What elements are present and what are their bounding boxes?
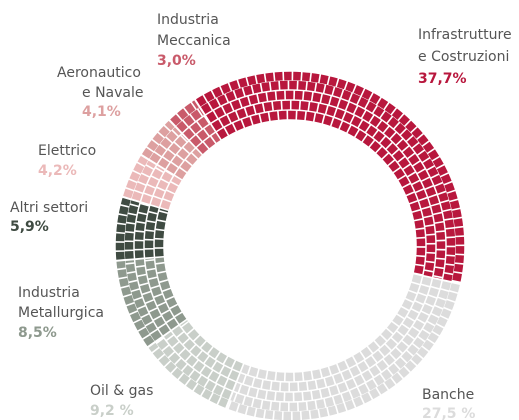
category-label: Metallurgica <box>18 305 104 321</box>
donut-segment <box>123 155 182 210</box>
segment-band <box>206 90 446 279</box>
segment-band <box>190 124 215 147</box>
segment-band <box>115 197 131 260</box>
segment-band <box>124 200 140 260</box>
donut-segment <box>170 100 221 155</box>
category-label: Aeronautico <box>57 65 141 81</box>
segment-band <box>141 165 165 204</box>
category-label: Altri settori <box>10 200 88 216</box>
segment-band <box>176 107 204 133</box>
segment-band <box>180 320 243 372</box>
donut-segment <box>116 257 187 347</box>
category-label: Elettrico <box>38 143 96 159</box>
value-label: 9,2 % <box>90 403 134 419</box>
category-label: Banche <box>422 387 474 403</box>
category-label: e Costruzioni <box>418 49 509 65</box>
segment-band <box>166 141 195 175</box>
donut-segment <box>148 320 243 408</box>
segment-band <box>160 176 182 210</box>
donut-segment <box>227 274 460 420</box>
category-label: Industria <box>157 12 219 28</box>
segment-band <box>144 205 159 258</box>
donut-segment <box>195 71 465 283</box>
category-label: Meccanica <box>157 33 231 49</box>
segment-band <box>134 203 149 259</box>
segment-band <box>175 148 202 180</box>
value-label: 3,0% <box>157 53 196 69</box>
value-label: 27,5 % <box>422 406 475 420</box>
segment-band <box>135 259 170 336</box>
segment-band <box>150 170 173 207</box>
segment-band <box>234 278 442 402</box>
segment-band <box>196 133 221 155</box>
value-label: 4,1% <box>82 104 121 120</box>
segment-band <box>170 100 199 126</box>
segment-band <box>237 276 432 392</box>
segment-band <box>200 80 456 282</box>
category-label: Industria <box>18 285 80 301</box>
segment-band <box>158 134 188 169</box>
segment-band <box>217 110 426 275</box>
segment-band <box>131 160 156 202</box>
value-label: 8,5% <box>18 325 57 341</box>
segment-band <box>154 208 169 257</box>
value-label: 4,2% <box>38 163 77 179</box>
value-label: 37,7% <box>418 71 467 87</box>
category-label: Infrastrutture <box>418 27 512 43</box>
donut-segment <box>115 197 169 260</box>
category-label: Oil & gas <box>90 383 153 399</box>
segment-band <box>227 283 460 420</box>
segment-band <box>123 155 149 199</box>
segment-band <box>155 337 232 400</box>
segment-band <box>211 100 436 277</box>
segment-band <box>230 281 452 412</box>
segment-band <box>164 331 236 391</box>
segment-band <box>148 342 229 408</box>
value-label: 5,9% <box>10 219 49 235</box>
segment-band <box>145 258 179 330</box>
category-label: e Navale <box>82 85 143 101</box>
segment-band <box>195 71 465 283</box>
segment-band <box>241 274 422 382</box>
segment-band <box>155 257 187 324</box>
donut-segment <box>141 120 202 180</box>
segment-band <box>141 120 175 159</box>
segment-band <box>149 127 181 164</box>
segment-band <box>183 116 210 140</box>
segment-band <box>125 260 162 341</box>
segment-band <box>172 325 240 381</box>
